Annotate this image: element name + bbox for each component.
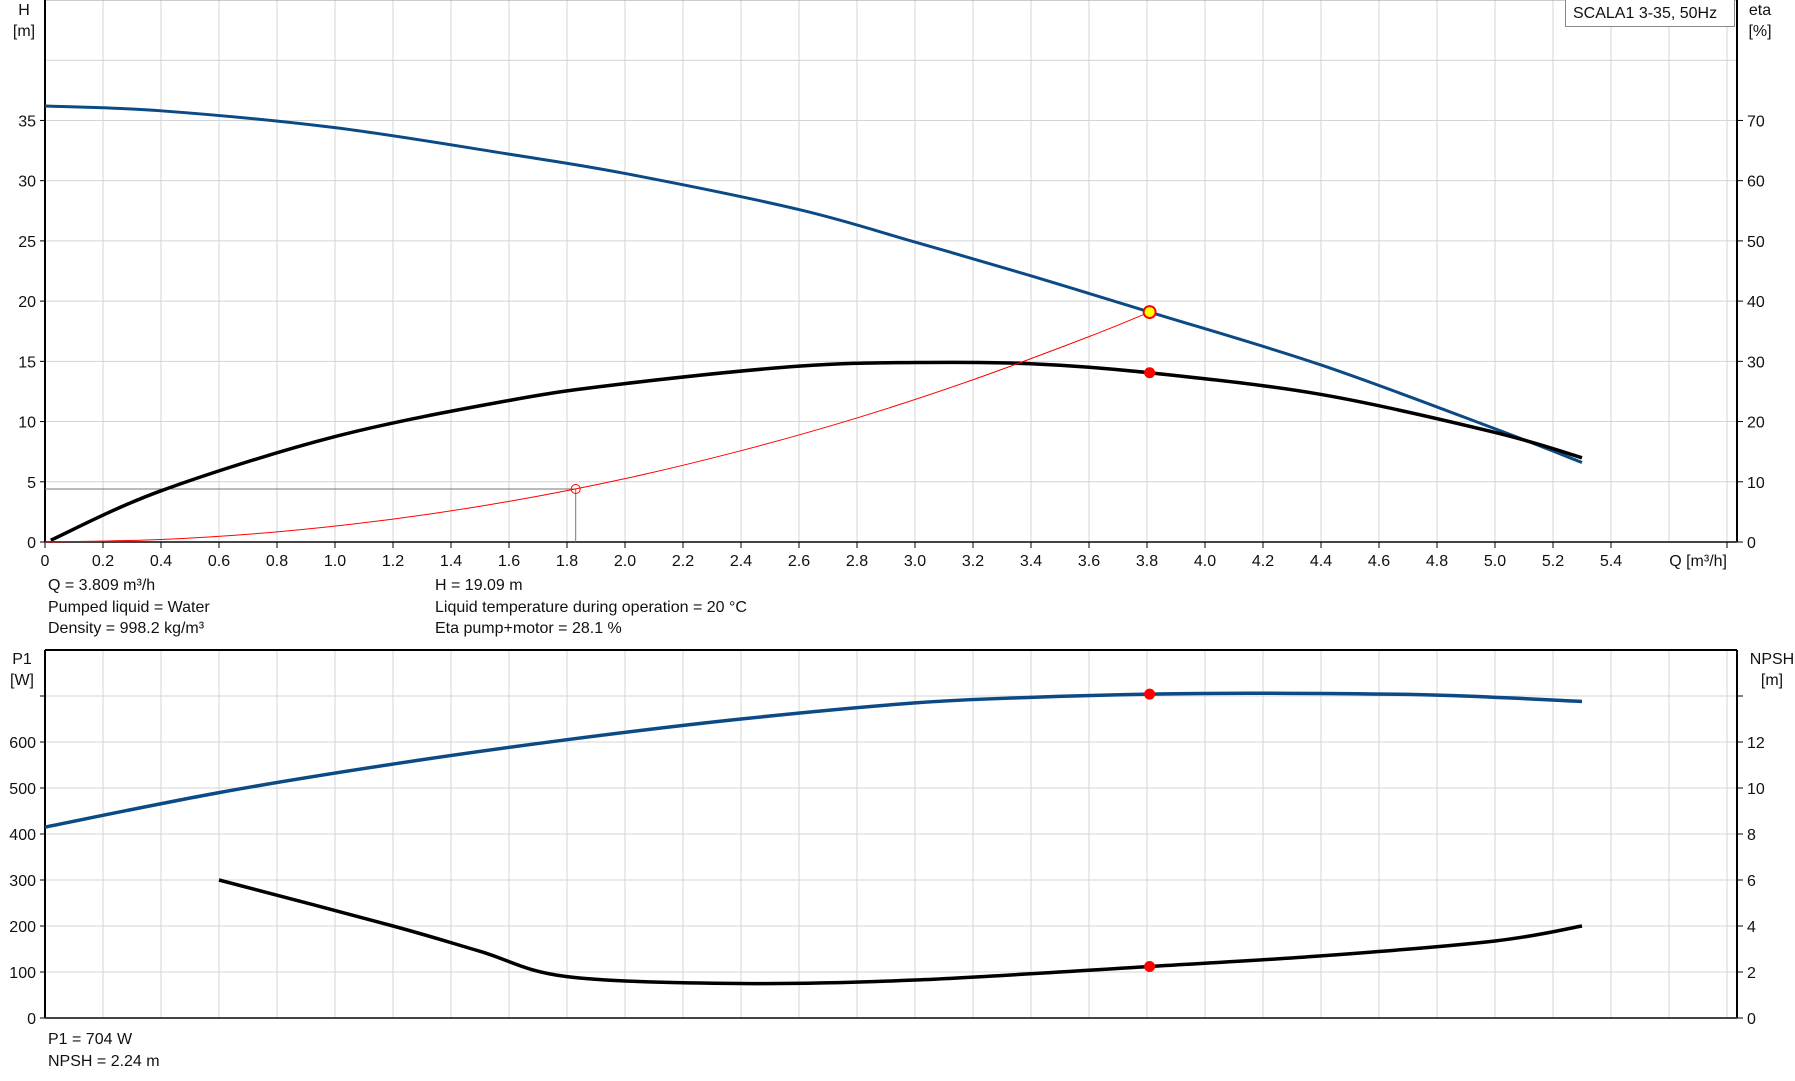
x-tick-label: 4.2 (1252, 553, 1274, 570)
x-tick-label: 1.0 (324, 553, 346, 570)
y-tick-label: 5 (27, 475, 36, 492)
y2-axis-unit: [%] (1748, 23, 1771, 40)
y-tick-label: 300 (9, 873, 36, 890)
y2-tick-label: 40 (1747, 294, 1765, 311)
y-tick-label: 35 (18, 113, 36, 130)
x-tick-label: 1.6 (498, 553, 520, 570)
series-line-system-curve (44, 311, 1150, 543)
series-line-H (44, 104, 1583, 464)
operating-point-head (1142, 305, 1157, 320)
y-tick-label: 0 (27, 1011, 36, 1028)
y-tick-label: 20 (18, 294, 36, 311)
y2-tick-label: 20 (1747, 415, 1765, 432)
x-tick-label: 5.0 (1484, 553, 1506, 570)
x-tick-label: 4.8 (1426, 553, 1448, 570)
y2-axis-unit: [m] (1761, 672, 1783, 689)
x-tick-label: 3.2 (962, 553, 984, 570)
info-npsh: NPSH = 2.24 m (48, 1052, 160, 1070)
info-p1: P1 = 704 W (48, 1031, 133, 1048)
y2-tick-label: 60 (1747, 174, 1765, 191)
y-axis-label: P1 (12, 651, 32, 668)
x-tick-label: 3.6 (1078, 553, 1100, 570)
info-liquid: Pumped liquid = Water (48, 598, 210, 616)
info-upper-right: H = 19.09 m Liquid temperature during op… (435, 575, 747, 640)
x-tick-label: 5.2 (1542, 553, 1564, 570)
y2-tick-label: 6 (1747, 873, 1756, 890)
x-tick-label: 0.4 (150, 553, 172, 570)
operating-point-eta (1144, 367, 1156, 379)
y-axis-unit: [m] (13, 23, 35, 40)
series-line-NPSH (218, 878, 1583, 986)
y-tick-label: 10 (18, 415, 36, 432)
y2-tick-label: 8 (1747, 827, 1756, 844)
y-tick-label: 400 (9, 827, 36, 844)
y-tick-label: 0 (27, 535, 36, 552)
x-tick-label: 1.2 (382, 553, 404, 570)
reference-point-marker (570, 484, 581, 495)
legend-pump-name: SCALA1 3-35, 50Hz (1565, 0, 1735, 27)
info-flow: Q = 3.809 m³/h (48, 577, 156, 594)
series-line-eta (50, 360, 1583, 542)
y2-tick-label: 4 (1747, 919, 1756, 936)
x-tick-label: 4.6 (1368, 553, 1390, 570)
y2-tick-label: 12 (1747, 735, 1765, 752)
x-tick-label: 5.4 (1600, 553, 1622, 570)
x-tick-label: 2.8 (846, 553, 868, 570)
y-axis-label: H (18, 2, 30, 19)
x-tick-label: 0.6 (208, 553, 230, 570)
x-tick-label: 3.4 (1020, 553, 1042, 570)
y2-tick-label: 0 (1747, 1011, 1756, 1028)
operating-point-npsh (1144, 960, 1156, 972)
y-tick-label: 15 (18, 354, 36, 371)
x-tick-label: 0.2 (92, 553, 114, 570)
x-tick-label: 2.2 (672, 553, 694, 570)
x-tick-label: 1.4 (440, 553, 462, 570)
y2-axis-label: eta (1749, 2, 1771, 19)
info-temperature: Liquid temperature during operation = 20… (435, 598, 747, 616)
y2-tick-label: 10 (1747, 475, 1765, 492)
y-axis-unit: [W] (10, 672, 34, 689)
x-tick-label: 4.0 (1194, 553, 1216, 570)
y2-axis-label: NPSH (1750, 651, 1794, 668)
x-tick-label: 1.8 (556, 553, 578, 570)
x-tick-label: 0 (41, 553, 50, 570)
y2-tick-label: 50 (1747, 234, 1765, 251)
y2-tick-label: 2 (1747, 965, 1756, 982)
x-tick-label: 4.4 (1310, 553, 1332, 570)
info-eta: Eta pump+motor = 28.1 % (435, 620, 622, 637)
y-tick-label: 600 (9, 735, 36, 752)
series-line-P1 (44, 691, 1583, 829)
y-tick-label: 100 (9, 965, 36, 982)
info-density: Density = 998.2 kg/m³ (48, 620, 205, 637)
y-tick-label: 30 (18, 174, 36, 191)
y2-tick-label: 30 (1747, 354, 1765, 371)
x-tick-label: 2.0 (614, 553, 636, 570)
y2-tick-label: 70 (1747, 113, 1765, 130)
x-tick-label: 0.8 (266, 553, 288, 570)
y-tick-label: 500 (9, 781, 36, 798)
x-tick-label: 3.0 (904, 553, 926, 570)
info-lower: P1 = 704 W NPSH = 2.24 m (48, 1029, 160, 1072)
y2-tick-label: 0 (1747, 535, 1756, 552)
info-head: H = 19.09 m (435, 577, 523, 594)
x-axis-label: Q [m³/h] (1669, 553, 1727, 570)
y-tick-label: 25 (18, 234, 36, 251)
x-tick-label: 2.4 (730, 553, 752, 570)
x-tick-label: 3.8 (1136, 553, 1158, 570)
y-tick-label: 200 (9, 919, 36, 936)
operating-point-p1 (1144, 688, 1156, 700)
info-upper-left: Q = 3.809 m³/h Pumped liquid = Water Den… (48, 575, 210, 640)
x-tick-label: 2.6 (788, 553, 810, 570)
y2-tick-label: 10 (1747, 781, 1765, 798)
